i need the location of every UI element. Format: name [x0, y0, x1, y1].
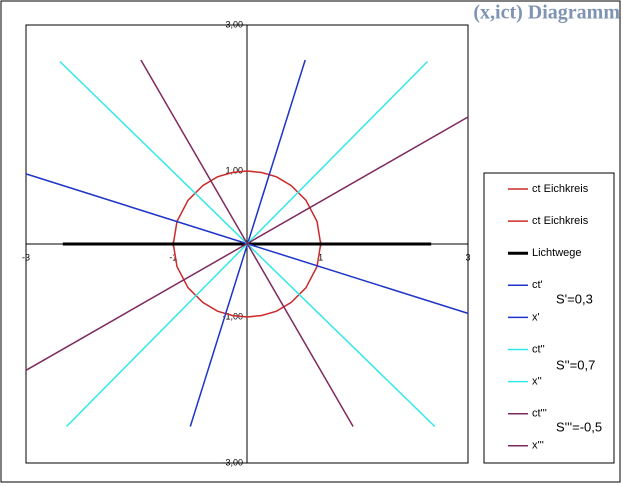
legend-label: ct Eichkreis [532, 183, 589, 195]
legend-label: x'' [532, 376, 542, 388]
y-tick-label: -3,00 [222, 457, 243, 467]
legend-label: ct' [532, 279, 543, 291]
x-tick-label: 3 [465, 252, 470, 262]
x-tick-label: 1 [318, 252, 323, 262]
legend-label: ct'' [532, 343, 545, 355]
legend-label: x' [532, 311, 540, 323]
y-tick-label: 3,00 [225, 19, 243, 29]
annotation: S'=0,3 [556, 291, 593, 306]
legend-label: ct Eichkreis [532, 215, 589, 227]
chart-title: (x,ict) Diagramm [473, 2, 620, 24]
legend-box [483, 172, 615, 464]
x-tick-label: -3 [22, 252, 30, 262]
series-line [172, 243, 322, 318]
x-tick-label: -1 [169, 252, 177, 262]
legend-label: Lichtwege [532, 247, 582, 259]
annotation: S'''=-0,5 [556, 419, 602, 434]
annotation: S''=0,7 [556, 357, 595, 372]
y-tick-label: -1,00 [222, 311, 243, 321]
legend-label: ct''' [532, 408, 547, 420]
y-tick-label: 1,00 [225, 165, 243, 175]
legend-label: x''' [532, 440, 544, 452]
series-line [25, 116, 469, 371]
series-line [172, 170, 322, 245]
